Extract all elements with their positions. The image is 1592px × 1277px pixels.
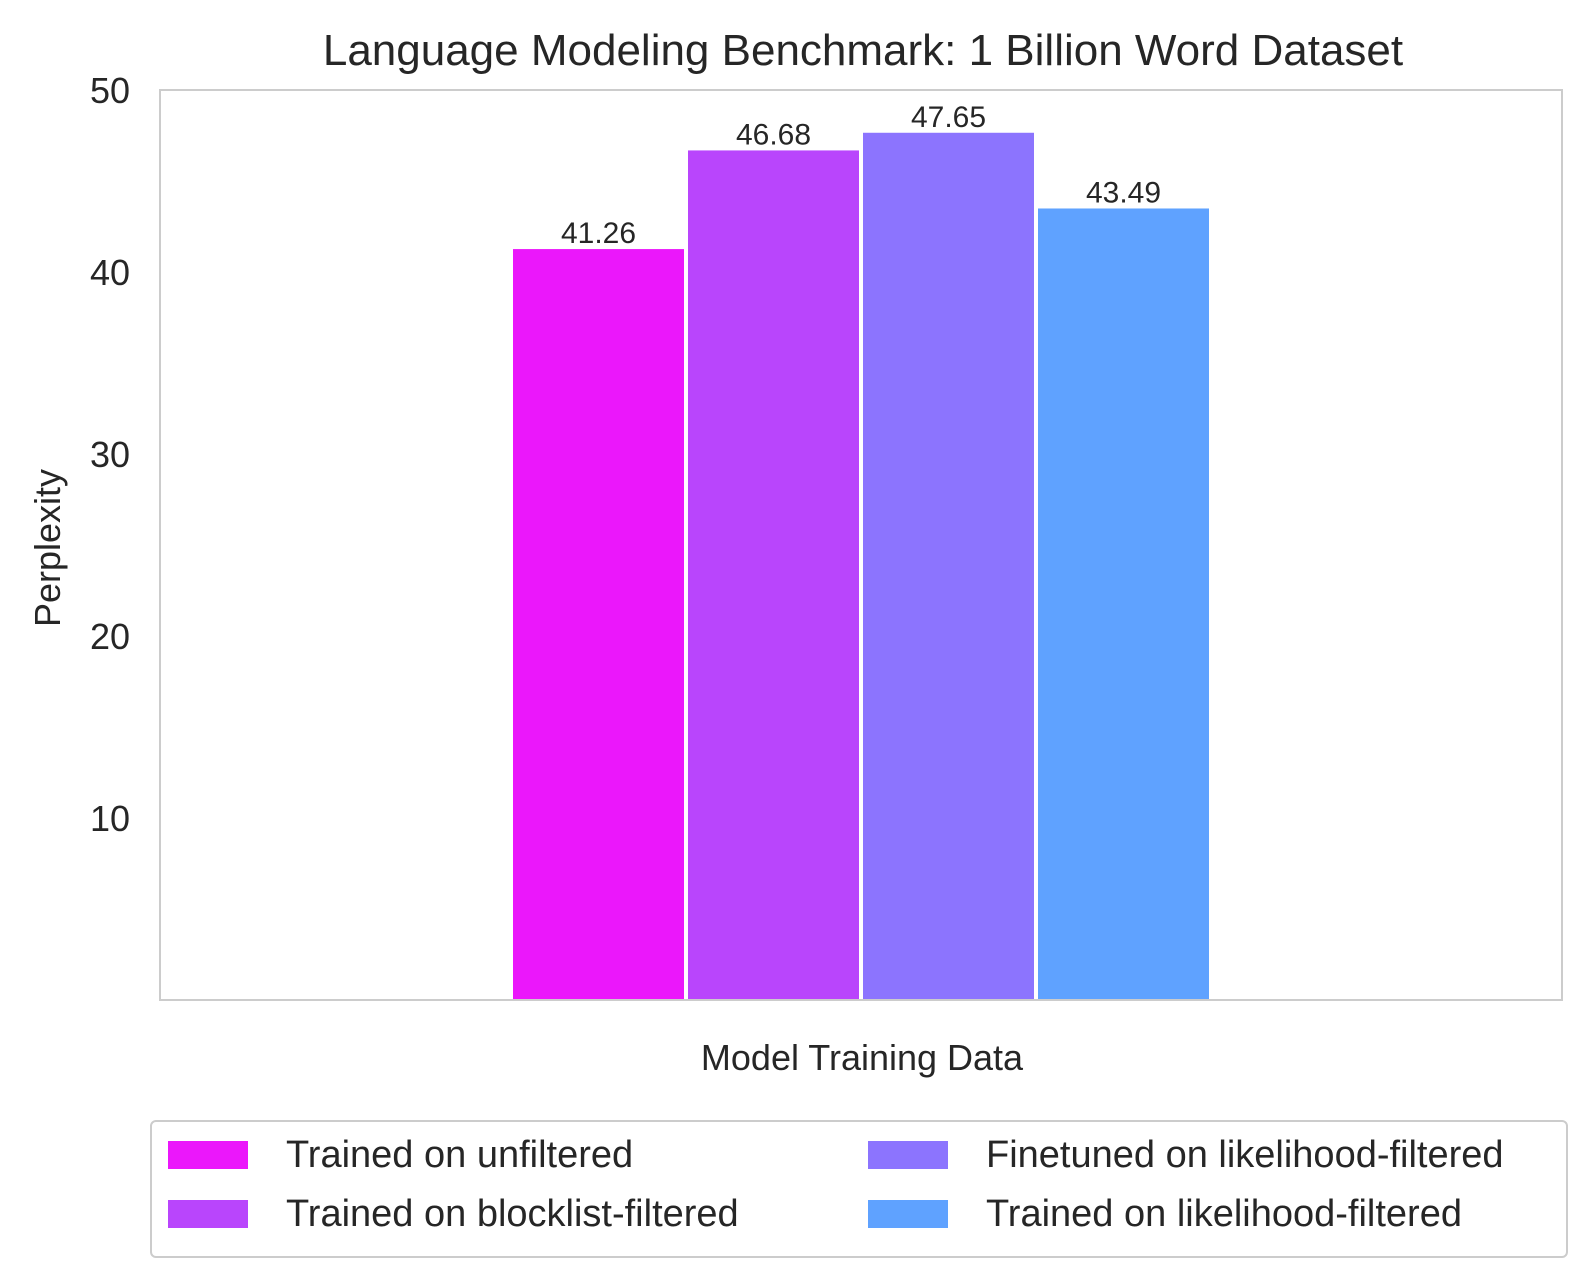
legend-label-1: Trained on unfiltered	[286, 1133, 634, 1176]
legend-label-2: Trained on blocklist-filtered	[286, 1192, 739, 1235]
y-tick-label-30: 30	[90, 434, 130, 475]
legend-label-4: Trained on likelihood-filtered	[986, 1192, 1462, 1235]
y-tick-label-10: 10	[90, 798, 130, 839]
legend-label-3: Finetuned on likelihood-filtered	[986, 1133, 1504, 1176]
plot-area-frame	[159, 89, 1563, 1001]
bar-3	[863, 132, 1034, 1000]
bar-value-label-1: 41.26	[561, 217, 636, 250]
legend-item-3: Finetuned on likelihood-filtered	[868, 1133, 1504, 1176]
legend-swatch-1	[168, 1141, 248, 1169]
legend-swatch-3	[868, 1141, 948, 1169]
bar-2	[688, 150, 859, 1000]
chart-title: Language Modeling Benchmark: 1 Billion W…	[323, 26, 1403, 75]
bar-1	[513, 249, 684, 1000]
x-axis-label: Model Training Data	[701, 1037, 1024, 1078]
bar-value-label-4: 43.49	[1086, 176, 1161, 209]
legend-swatch-2	[168, 1200, 248, 1228]
legend-swatch-4	[868, 1200, 948, 1228]
legend-item-1: Trained on unfiltered	[168, 1133, 634, 1176]
legend-item-2: Trained on blocklist-filtered	[168, 1192, 739, 1235]
legend-item-4: Trained on likelihood-filtered	[868, 1192, 1462, 1235]
legend: Trained on unfiltered Trained on blockli…	[150, 1120, 1568, 1258]
y-tick-label-20: 20	[90, 616, 130, 657]
bar-value-label-2: 46.68	[736, 118, 811, 151]
bar-value-label-3: 47.65	[911, 101, 986, 134]
bar-4	[1038, 208, 1209, 1000]
y-axis-label: Perplexity	[27, 469, 68, 627]
y-tick-label-50: 50	[90, 70, 130, 111]
y-tick-label-40: 40	[90, 252, 130, 293]
